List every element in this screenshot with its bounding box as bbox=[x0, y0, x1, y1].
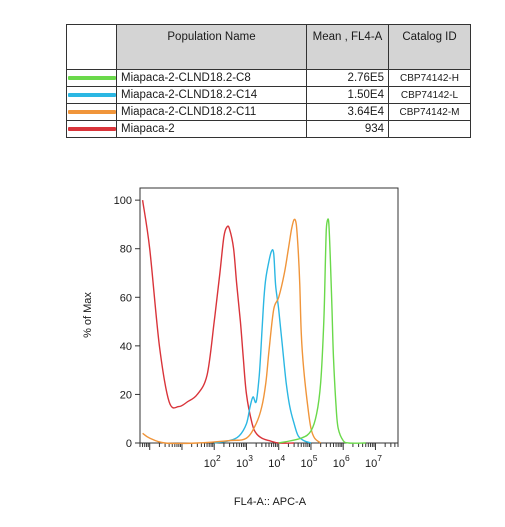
mean-value: 934 bbox=[306, 120, 389, 138]
legend-row: Miapaca-2-CLND18.2-C11 3.64E4 CBP74142-M bbox=[66, 103, 471, 121]
series-line bbox=[214, 249, 312, 444]
x-tick-label: 103 bbox=[236, 453, 253, 470]
legend-row: Miapaca-2 934 bbox=[66, 120, 471, 138]
y-tick-label: 100 bbox=[114, 195, 132, 207]
y-tick-label: 80 bbox=[120, 244, 132, 256]
x-tick-label: 102 bbox=[204, 453, 221, 470]
header-catalog-id: Catalog ID bbox=[388, 24, 471, 70]
legend-swatch bbox=[67, 110, 116, 114]
x-axis-label: FL4-A:: APC-A bbox=[234, 496, 307, 508]
x-tick-label: 107 bbox=[365, 453, 382, 470]
legend-row: Miapaca-2-CLND18.2-C8 2.76E5 CBP74142-H bbox=[66, 69, 471, 87]
series-line bbox=[141, 200, 295, 444]
y-axis-label: % of Max bbox=[82, 292, 94, 338]
catalog-id bbox=[388, 120, 471, 138]
legend-swatch bbox=[67, 127, 116, 131]
legend-row: Miapaca-2-CLND18.2-C14 1.50E4 CBP74142-L bbox=[66, 86, 471, 104]
population-name: Miapaca-2-CLND18.2-C8 bbox=[116, 69, 307, 87]
legend-header-blank bbox=[66, 24, 117, 70]
header-mean-fl4a: Mean , FL4-A bbox=[306, 24, 389, 70]
series-line bbox=[278, 218, 366, 444]
x-tick-label: 106 bbox=[333, 453, 350, 470]
population-name: Miapaca-2 bbox=[116, 120, 307, 138]
population-legend-table: Population Name Mean , FL4-A Catalog ID … bbox=[66, 24, 471, 138]
y-tick-label: 20 bbox=[120, 389, 132, 401]
plot-layer: 0 20 40 60 80 100 102 103 104 105 106 107 bbox=[114, 187, 399, 470]
legend-swatch-cell bbox=[66, 120, 117, 138]
y-tick-label: 40 bbox=[120, 341, 132, 353]
series-line bbox=[142, 218, 322, 445]
y-tick-label: 60 bbox=[120, 292, 132, 304]
x-tick-label: 104 bbox=[268, 453, 285, 470]
y-tick-label: 0 bbox=[126, 438, 132, 450]
x-tick-label: 105 bbox=[300, 453, 317, 470]
mean-value: 3.64E4 bbox=[306, 103, 389, 121]
legend-swatch bbox=[67, 93, 116, 97]
population-name: Miapaca-2-CLND18.2-C14 bbox=[116, 86, 307, 104]
legend-swatch bbox=[67, 76, 116, 80]
plot-frame bbox=[139, 187, 399, 444]
